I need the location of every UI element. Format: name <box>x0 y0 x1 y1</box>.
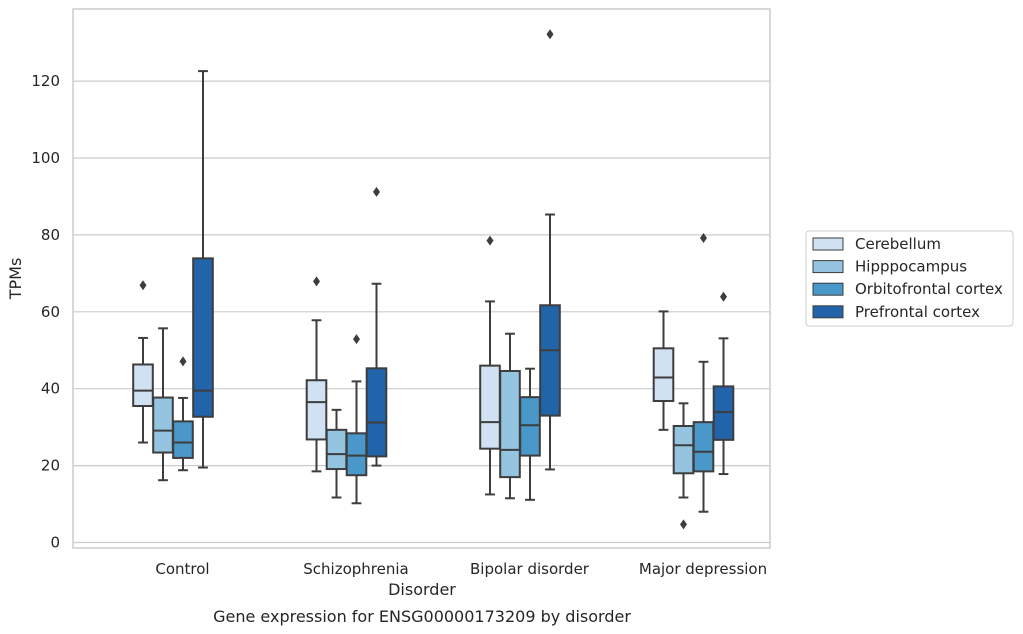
box-iqr <box>479 364 501 450</box>
box-iqr <box>365 367 388 458</box>
box-orbitofrontal-cortex <box>172 356 194 472</box>
y-axis-label: TPMs <box>6 258 25 301</box>
legend-label: Prefrontal cortex <box>855 303 980 321</box>
box-prefrontal-cortex <box>192 70 214 469</box>
outlier-point <box>546 29 554 40</box>
box-iqr <box>152 396 174 454</box>
y-tick-labels: 0 20 40 60 80 100 120 <box>31 72 60 551</box>
box-prefrontal-cortex <box>539 29 561 471</box>
y-gridlines <box>73 80 770 544</box>
box-hipppocampus <box>152 327 174 482</box>
box-iqr <box>652 347 675 403</box>
y-tick-label: 120 <box>31 72 60 90</box>
y-tick-label: 100 <box>31 149 60 167</box>
y-tick-label: 40 <box>41 380 60 398</box>
outlier-point <box>139 280 147 291</box>
outlier-point <box>179 356 187 367</box>
x-tick-label: Schizophrenia <box>303 560 408 578</box>
box-iqr <box>692 421 715 473</box>
legend: Cerebellum Hipppocampus Orbitofrontal cort… <box>805 230 1014 327</box>
outlier-point <box>353 334 360 345</box>
chart-caption: Gene expression for ENSG00000173209 by d… <box>213 607 631 626</box>
y-tick-label: 0 <box>50 534 60 552</box>
box-iqr <box>345 432 368 477</box>
legend-swatch <box>812 260 844 274</box>
x-tick-label: Control <box>155 560 209 578</box>
box-cerebellum <box>305 276 328 473</box>
box-hipppocampus <box>672 402 695 530</box>
box-iqr <box>499 370 521 479</box>
outlier-point <box>680 519 687 530</box>
x-tick-label: Bipolar disorder <box>470 560 590 578</box>
x-tick-labels: Control Schizophrenia Bipolar disorder Majo… <box>155 560 767 578</box>
legend-swatch <box>812 282 844 296</box>
legend-frame <box>805 230 1014 327</box>
box-iqr <box>519 396 541 457</box>
box-orbitofrontal-cortex <box>692 232 715 513</box>
legend-label: Hipppocampus <box>855 258 967 276</box>
box-iqr <box>192 257 214 418</box>
box-orbitofrontal-cortex <box>519 367 541 501</box>
legend-label: Cerebellum <box>855 235 941 253</box>
outlier-point <box>720 291 727 302</box>
plot-area <box>72 8 771 549</box>
box-series <box>132 29 735 530</box>
outlier-point <box>313 276 320 287</box>
x-tick-label: Major depression <box>639 560 767 578</box>
x-axis-label: Disorder <box>388 580 456 599</box>
y-tick-label: 20 <box>41 457 60 475</box>
outlier-point <box>700 232 707 243</box>
box-cerebellum <box>652 310 675 431</box>
outlier-point <box>486 235 494 246</box>
box-iqr <box>172 420 194 459</box>
outlier-point <box>373 186 380 197</box>
box-iqr <box>132 363 154 408</box>
legend-swatch <box>812 305 844 319</box>
y-tick-label: 80 <box>41 226 60 244</box>
box-iqr <box>305 379 328 441</box>
box-prefrontal-cortex <box>712 291 735 476</box>
box-prefrontal-cortex <box>365 186 388 467</box>
box-iqr <box>539 304 561 417</box>
y-tick-label: 60 <box>41 303 60 321</box>
box-iqr <box>325 428 348 471</box>
legend-swatch <box>812 237 844 251</box>
box-cerebellum <box>132 280 154 444</box>
box-iqr <box>672 424 695 475</box>
legend-label: Orbitofrontal cortex <box>855 280 1003 298</box>
